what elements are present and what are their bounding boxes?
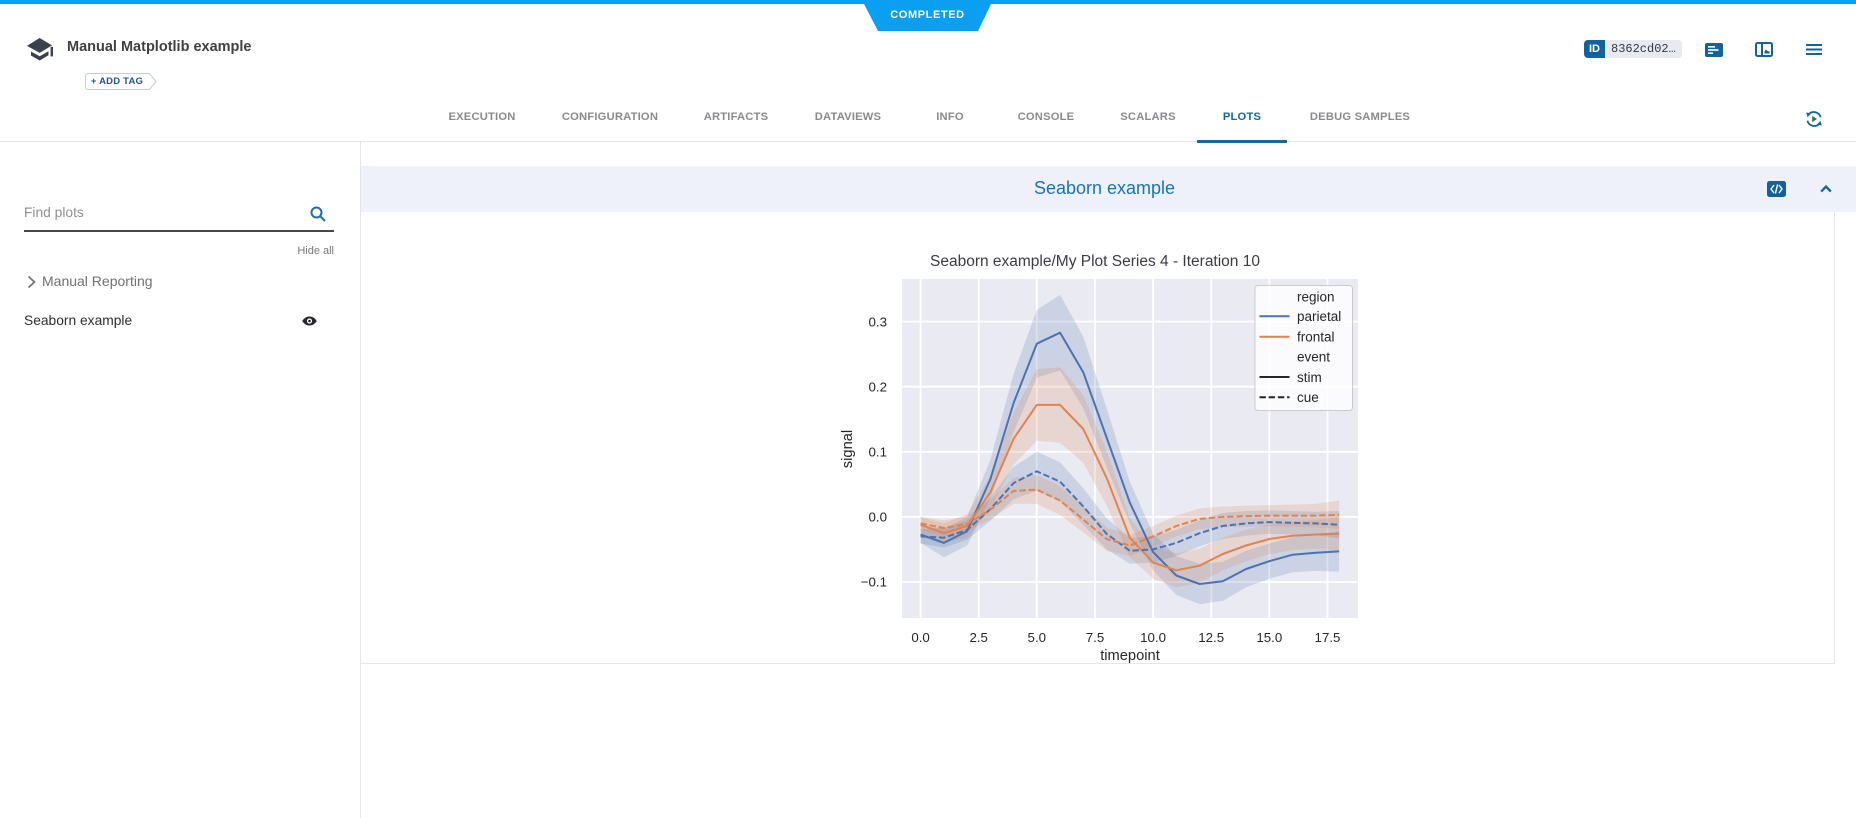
svg-text:frontal: frontal bbox=[1297, 330, 1335, 345]
svg-text:0.0: 0.0 bbox=[869, 510, 888, 525]
svg-text:2.5: 2.5 bbox=[969, 630, 988, 645]
svg-text:0.0: 0.0 bbox=[911, 630, 930, 645]
svg-text:0.3: 0.3 bbox=[869, 314, 888, 329]
svg-text:10.0: 10.0 bbox=[1140, 630, 1166, 645]
svg-text:parietal: parietal bbox=[1297, 309, 1341, 324]
svg-text:12.5: 12.5 bbox=[1198, 630, 1224, 645]
svg-text:0.2: 0.2 bbox=[869, 379, 888, 394]
svg-text:region: region bbox=[1297, 289, 1335, 304]
svg-text:event: event bbox=[1297, 350, 1330, 365]
svg-text:17.5: 17.5 bbox=[1315, 630, 1341, 645]
svg-text:−0.1: −0.1 bbox=[861, 575, 887, 590]
svg-text:7.5: 7.5 bbox=[1086, 630, 1105, 645]
svg-text:signal: signal bbox=[840, 430, 856, 468]
svg-text:Seaborn example/My Plot Series: Seaborn example/My Plot Series 4 - Itera… bbox=[930, 253, 1260, 270]
svg-text:15.0: 15.0 bbox=[1256, 630, 1282, 645]
svg-text:cue: cue bbox=[1297, 390, 1319, 405]
svg-text:timepoint: timepoint bbox=[1100, 648, 1160, 664]
svg-text:0.1: 0.1 bbox=[869, 445, 888, 460]
svg-text:5.0: 5.0 bbox=[1028, 630, 1047, 645]
svg-text:stim: stim bbox=[1297, 370, 1322, 385]
